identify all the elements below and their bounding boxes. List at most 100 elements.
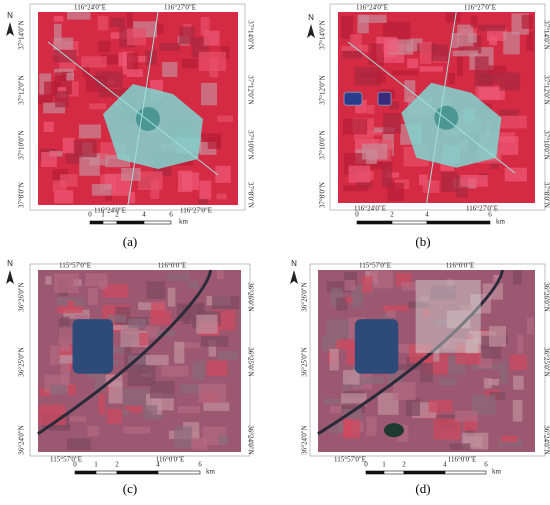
- land-parcel: [422, 180, 440, 193]
- land-parcel: [207, 137, 221, 150]
- land-parcel: [359, 14, 387, 23]
- land-parcel: [419, 41, 432, 65]
- land-parcel: [342, 418, 353, 437]
- land-parcel: [489, 391, 506, 401]
- land-parcel: [73, 139, 97, 158]
- land-parcel: [102, 284, 129, 298]
- scale-unit: km: [492, 468, 502, 476]
- land-parcel: [350, 34, 362, 48]
- map-frame: [29, 3, 246, 211]
- land-parcel: [60, 343, 70, 352]
- scale-tick-label: 0: [88, 211, 92, 219]
- land-parcel: [52, 180, 67, 192]
- land-parcel: [53, 50, 77, 63]
- land-parcel: [329, 405, 342, 413]
- land-parcel: [53, 15, 64, 22]
- land-parcel: [137, 171, 163, 190]
- land-parcel: [60, 364, 71, 386]
- land-parcel: [203, 402, 230, 411]
- land-parcel: [87, 426, 100, 437]
- land-parcel: [488, 326, 507, 347]
- longitude-label: 116°24'0"E: [356, 4, 388, 12]
- scale-tick-label: 2: [390, 211, 394, 219]
- scale-bar-segment: [102, 220, 118, 225]
- scale-bar-segment: [391, 220, 428, 225]
- land-parcel: [57, 305, 83, 314]
- land-parcel: [489, 36, 498, 46]
- cloud-patch: [415, 280, 481, 353]
- land-parcel: [176, 303, 203, 322]
- land-parcel: [217, 115, 233, 122]
- land-parcel: [465, 339, 478, 354]
- land-parcel: [361, 161, 384, 170]
- latitude-label: 37°14'0"N: [542, 20, 550, 49]
- latitude-label: 37°14'0"N: [246, 20, 254, 49]
- land-parcel: [323, 398, 350, 405]
- land-parcel: [208, 340, 217, 357]
- longitude-label: 116°0'0"E: [448, 456, 476, 464]
- longitude-label: 116°27'0"E: [180, 207, 212, 215]
- land-parcel: [43, 121, 54, 133]
- land-parcel: [512, 399, 523, 422]
- land-parcel: [342, 118, 368, 135]
- land-parcel: [374, 71, 386, 83]
- land-parcel: [66, 73, 75, 81]
- land-parcel: [329, 348, 339, 371]
- land-parcel: [162, 62, 178, 77]
- land-parcel: [105, 374, 123, 387]
- latitude-label: 37°12'0"N: [246, 75, 254, 104]
- land-parcel: [111, 325, 139, 331]
- land-parcel: [392, 381, 416, 401]
- land-parcel: [65, 152, 84, 164]
- scale-tick-label: 1: [101, 211, 105, 219]
- land-parcel: [442, 338, 466, 350]
- land-parcel: [499, 361, 508, 384]
- land-parcel: [216, 270, 224, 280]
- land-parcel: [54, 190, 74, 204]
- land-parcel: [361, 143, 388, 160]
- land-parcel: [457, 24, 474, 47]
- latitude-label: 37°12'0"N: [542, 75, 550, 104]
- land-parcel: [174, 341, 185, 364]
- longitude-label: 116°24'0"E: [94, 207, 126, 215]
- latitude-label: 37°14'0"N: [319, 20, 327, 49]
- land-parcel: [345, 297, 353, 303]
- land-parcel: [48, 424, 71, 431]
- land-parcel: [198, 383, 227, 403]
- land-parcel: [69, 416, 87, 422]
- land-parcel: [53, 37, 74, 50]
- latitude-label: 36°26'0"N: [542, 282, 550, 311]
- land-parcel: [383, 113, 402, 134]
- latitude-label: 37°14'0"N: [18, 20, 26, 49]
- scale-tick-label: 4: [425, 211, 429, 219]
- land-parcel: [419, 295, 429, 304]
- land-parcel: [370, 270, 394, 289]
- latitude-label: 37°10'0"N: [18, 130, 26, 159]
- land-parcel: [126, 69, 143, 78]
- land-parcel: [53, 273, 79, 293]
- land-parcel: [206, 360, 228, 376]
- longitude-label: 115°57'0"E: [334, 456, 366, 464]
- land-parcel: [41, 152, 57, 167]
- latitude-label: 36°24'0"N: [301, 425, 309, 454]
- land-parcel: [126, 28, 146, 46]
- longitude-label: 116°24'0"E: [74, 4, 106, 12]
- scale-tick-label: 4: [142, 211, 146, 219]
- land-parcel: [408, 301, 429, 309]
- scale-unit: km: [206, 468, 216, 476]
- scale-tick-label: 0: [364, 461, 368, 469]
- scale-tick-label: 6: [488, 211, 492, 219]
- panel-caption: (b): [415, 234, 430, 249]
- land-parcel: [478, 24, 506, 32]
- land-parcel: [218, 434, 229, 445]
- land-parcel: [188, 280, 199, 289]
- land-parcel: [344, 279, 356, 291]
- road: [47, 41, 219, 176]
- land-parcel: [67, 300, 75, 310]
- land-parcel: [98, 89, 123, 98]
- map-frame: [309, 263, 546, 457]
- land-parcel: [526, 317, 534, 335]
- land-parcel: [433, 418, 461, 440]
- latitude-label: 36°24'0"N: [246, 425, 254, 454]
